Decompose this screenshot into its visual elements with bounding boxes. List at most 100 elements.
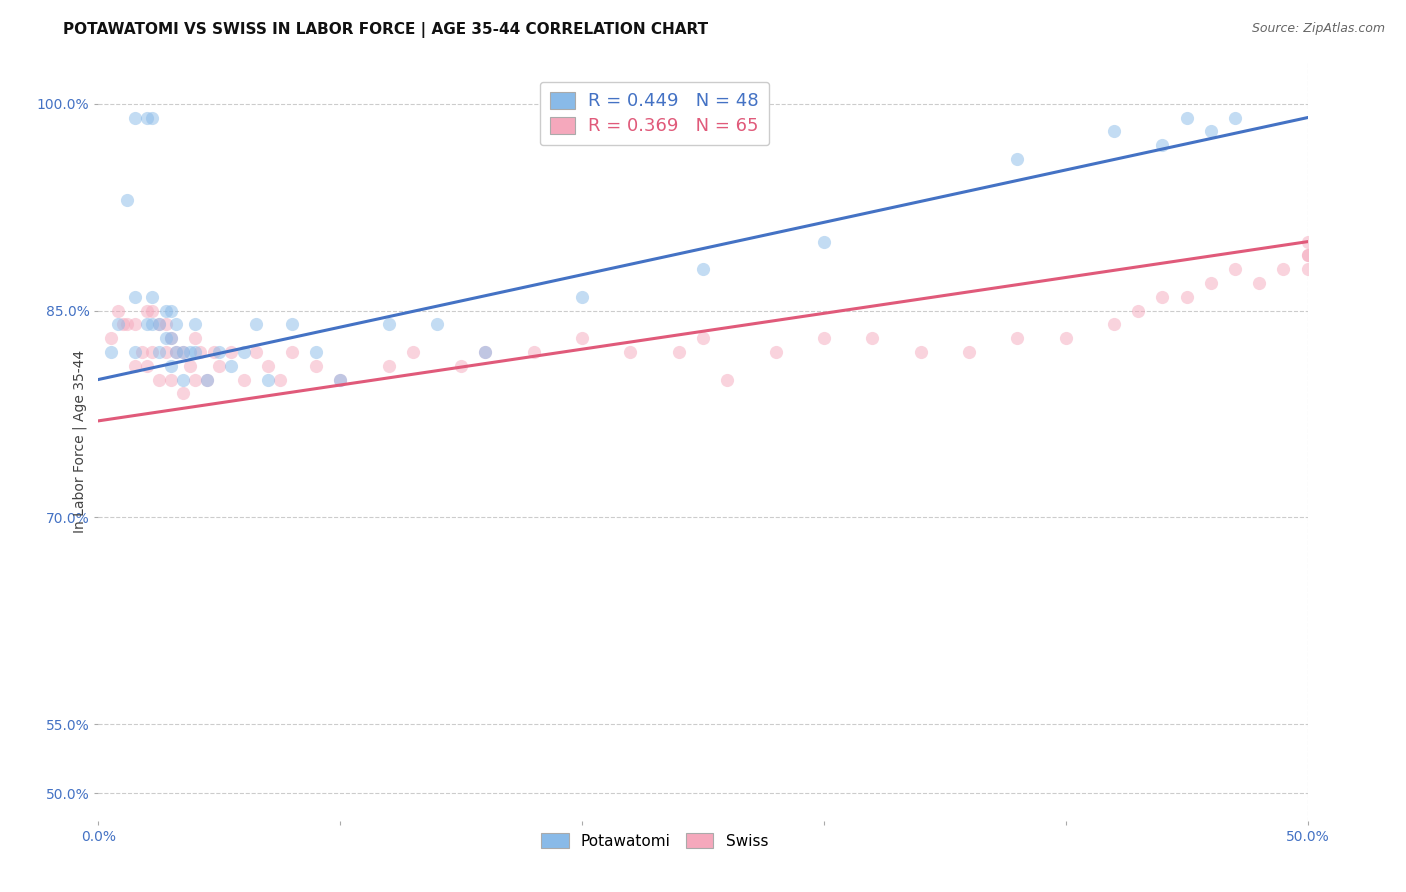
Point: [1054, 331, 1077, 345]
Y-axis label: In Labor Force | Age 35-44: In Labor Force | Age 35-44: [73, 350, 87, 533]
Point: [135, 359, 157, 373]
Point: [204, 345, 226, 359]
Point: [1152, 138, 1174, 153]
Point: [124, 111, 146, 125]
Point: [165, 318, 187, 332]
Point: [1007, 152, 1029, 166]
Point: [131, 345, 153, 359]
Point: [474, 345, 496, 359]
Point: [450, 359, 472, 373]
Point: [172, 372, 194, 386]
Point: [765, 345, 787, 359]
Point: [269, 372, 291, 386]
Point: [1296, 248, 1319, 262]
Text: Source: ZipAtlas.com: Source: ZipAtlas.com: [1251, 22, 1385, 36]
Point: [124, 359, 146, 373]
Point: [1296, 248, 1319, 262]
Point: [305, 345, 328, 359]
Point: [221, 345, 243, 359]
Point: [1128, 303, 1150, 318]
Point: [141, 111, 163, 125]
Point: [195, 372, 218, 386]
Point: [124, 345, 146, 359]
Point: [256, 372, 278, 386]
Point: [256, 359, 278, 373]
Point: [329, 372, 352, 386]
Point: [232, 345, 254, 359]
Point: [1007, 331, 1029, 345]
Point: [179, 345, 201, 359]
Point: [1152, 290, 1174, 304]
Point: [172, 345, 194, 359]
Point: [135, 303, 157, 318]
Point: [148, 318, 170, 332]
Point: [813, 235, 835, 249]
Point: [668, 345, 690, 359]
Point: [619, 345, 641, 359]
Point: [141, 345, 163, 359]
Point: [1102, 124, 1125, 138]
Point: [148, 372, 170, 386]
Point: [281, 318, 304, 332]
Point: [184, 372, 207, 386]
Point: [716, 372, 738, 386]
Point: [195, 372, 218, 386]
Point: [179, 359, 201, 373]
Point: [232, 372, 254, 386]
Point: [135, 318, 157, 332]
Point: [160, 303, 183, 318]
Point: [117, 318, 139, 332]
Point: [281, 345, 304, 359]
Point: [155, 345, 177, 359]
Point: [141, 303, 163, 318]
Point: [329, 372, 352, 386]
Point: [426, 318, 449, 332]
Point: [141, 290, 163, 304]
Point: [1272, 262, 1295, 277]
Point: [141, 318, 163, 332]
Point: [155, 331, 177, 345]
Legend: Potawatomi, Swiss: Potawatomi, Swiss: [534, 827, 775, 855]
Point: [117, 194, 139, 208]
Point: [172, 345, 194, 359]
Point: [155, 318, 177, 332]
Point: [160, 359, 183, 373]
Point: [377, 318, 399, 332]
Point: [1199, 276, 1222, 290]
Point: [957, 345, 980, 359]
Point: [188, 345, 211, 359]
Point: [172, 386, 194, 401]
Point: [107, 303, 129, 318]
Point: [165, 345, 187, 359]
Point: [813, 331, 835, 345]
Point: [184, 318, 207, 332]
Point: [692, 262, 714, 277]
Point: [1249, 276, 1271, 290]
Point: [100, 345, 122, 359]
Point: [305, 359, 328, 373]
Point: [1102, 318, 1125, 332]
Point: [124, 318, 146, 332]
Point: [107, 318, 129, 332]
Point: [100, 331, 122, 345]
Point: [160, 331, 183, 345]
Point: [1296, 235, 1319, 249]
Point: [860, 331, 883, 345]
Point: [523, 345, 546, 359]
Point: [910, 345, 932, 359]
Point: [184, 345, 207, 359]
Point: [571, 290, 593, 304]
Point: [474, 345, 496, 359]
Point: [111, 318, 134, 332]
Point: [377, 359, 399, 373]
Point: [402, 345, 425, 359]
Point: [1223, 111, 1246, 125]
Point: [148, 345, 170, 359]
Point: [184, 331, 207, 345]
Point: [1175, 290, 1198, 304]
Point: [571, 331, 593, 345]
Point: [135, 111, 157, 125]
Point: [1296, 262, 1319, 277]
Point: [245, 345, 267, 359]
Point: [160, 372, 183, 386]
